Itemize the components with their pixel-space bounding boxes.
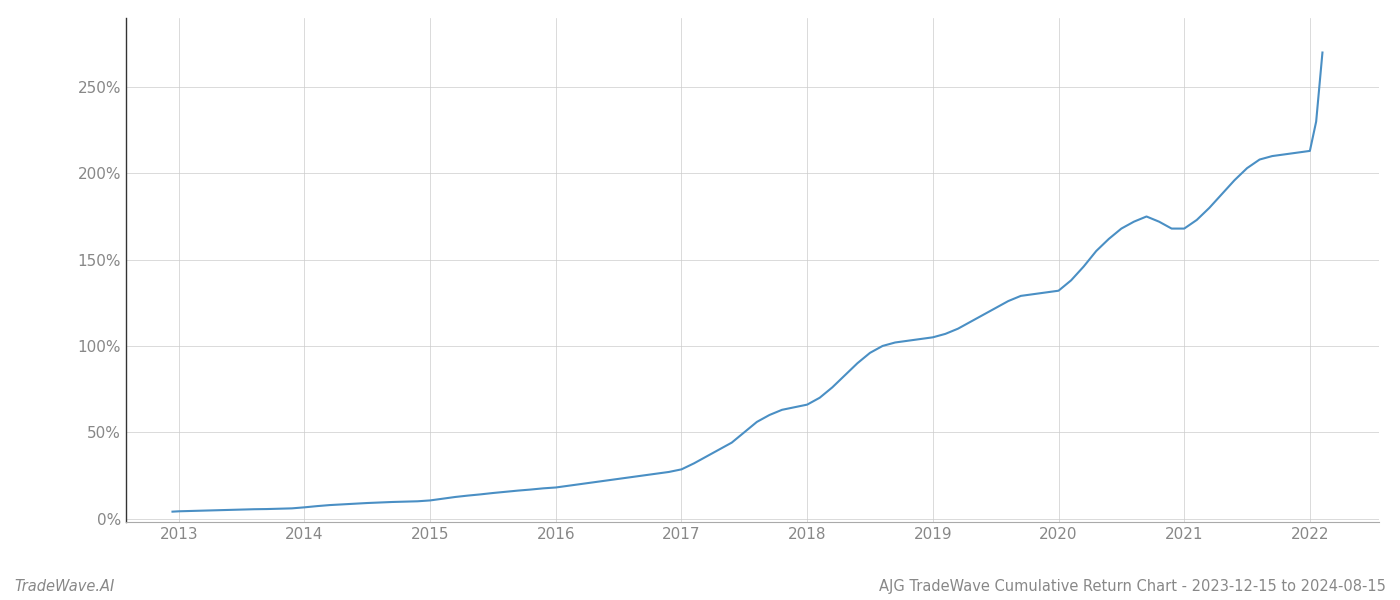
Text: AJG TradeWave Cumulative Return Chart - 2023-12-15 to 2024-08-15: AJG TradeWave Cumulative Return Chart - …: [879, 579, 1386, 594]
Text: TradeWave.AI: TradeWave.AI: [14, 579, 115, 594]
